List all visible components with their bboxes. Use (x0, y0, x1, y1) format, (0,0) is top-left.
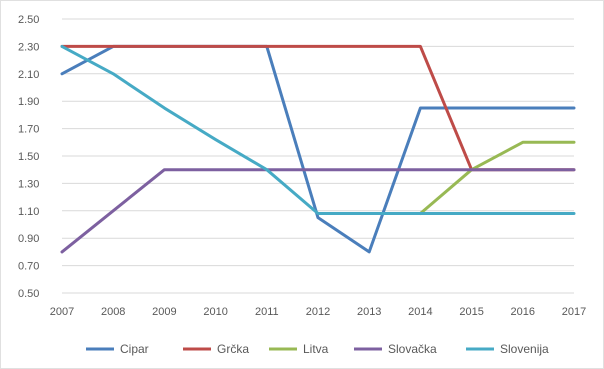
x-tick-label: 2010 (203, 306, 227, 318)
y-tick-label: 1.90 (18, 96, 39, 108)
x-tick-label: 2009 (152, 306, 176, 318)
y-tick-label: 1.10 (18, 206, 39, 218)
y-tick-label: 2.10 (18, 69, 39, 81)
x-tick-label: 2011 (255, 306, 279, 318)
y-tick-label: 0.50 (18, 288, 39, 300)
y-tick-label: 0.70 (18, 261, 39, 273)
legend: Cipar Grčka Litva Slovačka Slovenija (86, 342, 549, 356)
y-tick-label: 2.50 (18, 14, 39, 26)
legend-label: Grčka (217, 342, 249, 356)
series-line-litva (418, 140, 576, 216)
x-tick-label: 2013 (357, 306, 381, 318)
series-line-slovenija (60, 44, 576, 216)
series-lines (60, 44, 576, 254)
y-tick-label: 1.30 (18, 178, 39, 190)
y-tick-label: 1.70 (18, 124, 39, 136)
series-line-slovačka (60, 168, 576, 254)
x-tick-label: 2012 (306, 306, 330, 318)
y-tick-label: 2.30 (18, 41, 39, 53)
x-tick-label: 2008 (101, 306, 125, 318)
y-tick-label: 1.50 (18, 151, 39, 163)
x-tick-label: 2016 (511, 306, 535, 318)
x-axis: 2007 2008 2009 2010 2011 2012 2013 2014 2015 2016… (50, 306, 586, 318)
x-tick-label: 2007 (50, 306, 74, 318)
x-tick-label: 2017 (562, 306, 586, 318)
y-tick-label: 0.90 (18, 233, 39, 245)
legend-label: Cipar (120, 342, 149, 356)
x-tick-label: 2014 (408, 306, 432, 318)
legend-label: Slovačka (388, 342, 437, 356)
x-tick-label: 2015 (459, 306, 483, 318)
legend-label: Litva (303, 342, 329, 356)
y-axis: 2.50 2.30 2.10 1.90 1.70 1.50 1.30 1.10 0.90 0.70… (18, 14, 39, 300)
legend-label: Slovenija (500, 342, 549, 356)
